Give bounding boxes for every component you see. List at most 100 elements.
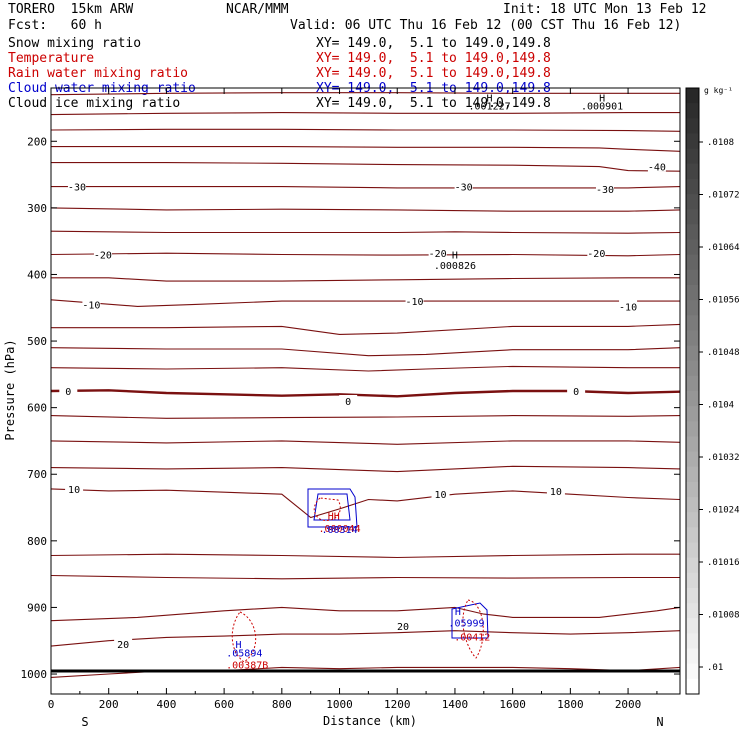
- x-tick-label: 1800: [557, 698, 584, 711]
- colorbar-tick-label: .01024: [707, 506, 740, 516]
- x-tick-label: 600: [214, 698, 234, 711]
- y-tick-label: 800: [27, 535, 47, 548]
- isotherm--40-2: [50, 128, 681, 132]
- colorbar-swatch: [686, 118, 699, 134]
- extremum-label: H: [452, 250, 458, 261]
- contour-label-layer: -30 -30 -30 -40 -20 -20 -20 -10 -10 -10 0 0 0 10 10 10 2…: [59, 93, 666, 672]
- colorbar-swatch: [686, 391, 699, 407]
- isotherm--10-10: [50, 299, 680, 307]
- isotherm--40-3: [51, 146, 681, 152]
- isotherm-label-bg: [394, 620, 413, 632]
- center-title: NCAR/MMM: [226, 2, 289, 17]
- isotherm-layer: [50, 92, 681, 678]
- colorbar-tick-label: .01072: [707, 191, 740, 201]
- colorbar-tick-label: .01048: [707, 348, 740, 358]
- isotherm-0-16: [50, 440, 681, 445]
- model-title: TORERO 15km ARW: [8, 2, 134, 17]
- isotherm-label: 0: [573, 387, 579, 398]
- isotherm-label: 10: [434, 490, 446, 501]
- rain-water-contour: [313, 497, 341, 521]
- field-cloudice-label: Cloud ice mixing ratio: [8, 96, 181, 111]
- isotherm--30-7: [50, 230, 681, 234]
- isotherm--10-12: [50, 347, 681, 357]
- extremum-label: .00314: [321, 525, 357, 536]
- colorbar-swatch: [686, 572, 699, 589]
- colorbar-swatch: [686, 542, 699, 559]
- isotherm-label-bg: [65, 482, 84, 494]
- colorbar-swatch: [686, 406, 699, 422]
- colorbar-swatch: [686, 436, 699, 453]
- field-rain-xy: XY= 149.0, 5.1 to 149.0,149.8: [316, 66, 551, 81]
- isotherm-label: -30: [68, 183, 86, 194]
- isotherm-10-18: [50, 488, 681, 519]
- isotherm-label: -30: [455, 183, 473, 194]
- extremum-label: .000901: [581, 101, 623, 112]
- extremum-label: HH: [328, 512, 340, 523]
- isotherm-0-17: [50, 465, 681, 473]
- colorbar-swatch: [686, 587, 699, 604]
- colorbar-tick-label: .01008: [707, 611, 740, 621]
- field-snow-xy: XY= 149.0, 5.1 to 149.0,149.8: [316, 36, 551, 51]
- isotherm-label: 20: [117, 640, 129, 651]
- field-rain-label: Rain water mixing ratio: [8, 66, 189, 81]
- isotherm-label-bg: [546, 484, 565, 496]
- isotherm-0-14: [50, 389, 681, 398]
- cloud-water-contour-inner: [313, 493, 351, 521]
- y-tick-label: 700: [27, 468, 47, 481]
- isotherm-label-bg: [454, 180, 473, 192]
- cloud-water-contour: [307, 488, 358, 528]
- isotherm-label-bg: [587, 247, 606, 259]
- colorbar-swatch: [686, 178, 699, 195]
- colorbar-swatch: [686, 148, 699, 165]
- x-tick-label: 400: [156, 698, 176, 711]
- colorbar-tick-label: .01064: [707, 243, 740, 253]
- isotherm-10-19: [50, 553, 680, 559]
- y-axis-title: Pressure (hPa): [3, 339, 17, 440]
- isotherm--30-6: [50, 207, 681, 212]
- colorbar-swatch: [686, 633, 699, 650]
- isotherm-label: -20: [587, 249, 605, 260]
- colorbar-tick-label: .0108: [707, 138, 734, 148]
- y-tick-label: 300: [27, 202, 47, 215]
- isotherm-label-bg: [428, 247, 447, 259]
- isotherm--10-13: [50, 365, 680, 372]
- isotherm-label: -20: [94, 250, 112, 261]
- isotherm-label: -20: [429, 249, 447, 260]
- colorbar-swatch: [686, 360, 699, 377]
- colorbar-tick-label: .01032: [707, 453, 740, 463]
- extremum-label: .05894: [226, 649, 262, 660]
- colorbar-swatch: [686, 133, 699, 150]
- colorbar-swatch: [686, 497, 699, 513]
- extremum-label: .00412: [454, 633, 490, 644]
- isotherm--40-0: [50, 92, 680, 96]
- colorbar-swatch: [686, 481, 699, 498]
- colorbar-swatch: [686, 451, 699, 468]
- colorbar-tick-label: .01: [707, 663, 723, 673]
- isotherm-label: 10: [550, 487, 562, 498]
- colorbar-swatch: [686, 663, 699, 680]
- colorbar-swatch: [686, 603, 699, 619]
- south-label: S: [81, 715, 88, 729]
- rain-water-contour-north: [462, 599, 484, 659]
- colorbar-swatch: [686, 88, 699, 104]
- y-tick-label: 500: [27, 335, 47, 348]
- colorbar-swatch: [686, 209, 699, 225]
- isotherm--30-5: [51, 186, 681, 189]
- isotherm-label: 0: [345, 397, 351, 408]
- colorbar-swatch: [686, 194, 699, 210]
- y-tick-label: 600: [27, 402, 47, 415]
- isotherm-label-bg: [567, 385, 586, 396]
- colorbar-swatch: [686, 466, 699, 483]
- colorbar-swatch: [686, 557, 699, 574]
- colorbar-swatch: [686, 618, 699, 634]
- extremum-label: .000044: [318, 524, 360, 535]
- colorbar-swatch: [686, 224, 699, 240]
- colorbar-swatch: [686, 254, 699, 271]
- isotherm--10-11: [51, 323, 681, 335]
- colorbar-swatch: [686, 269, 699, 286]
- colorbar-unit: g kg⁻¹: [704, 86, 733, 95]
- isotherm-label-bg: [114, 638, 133, 650]
- isotherm-label-bg: [405, 295, 424, 307]
- isotherm-label-bg: [59, 385, 78, 396]
